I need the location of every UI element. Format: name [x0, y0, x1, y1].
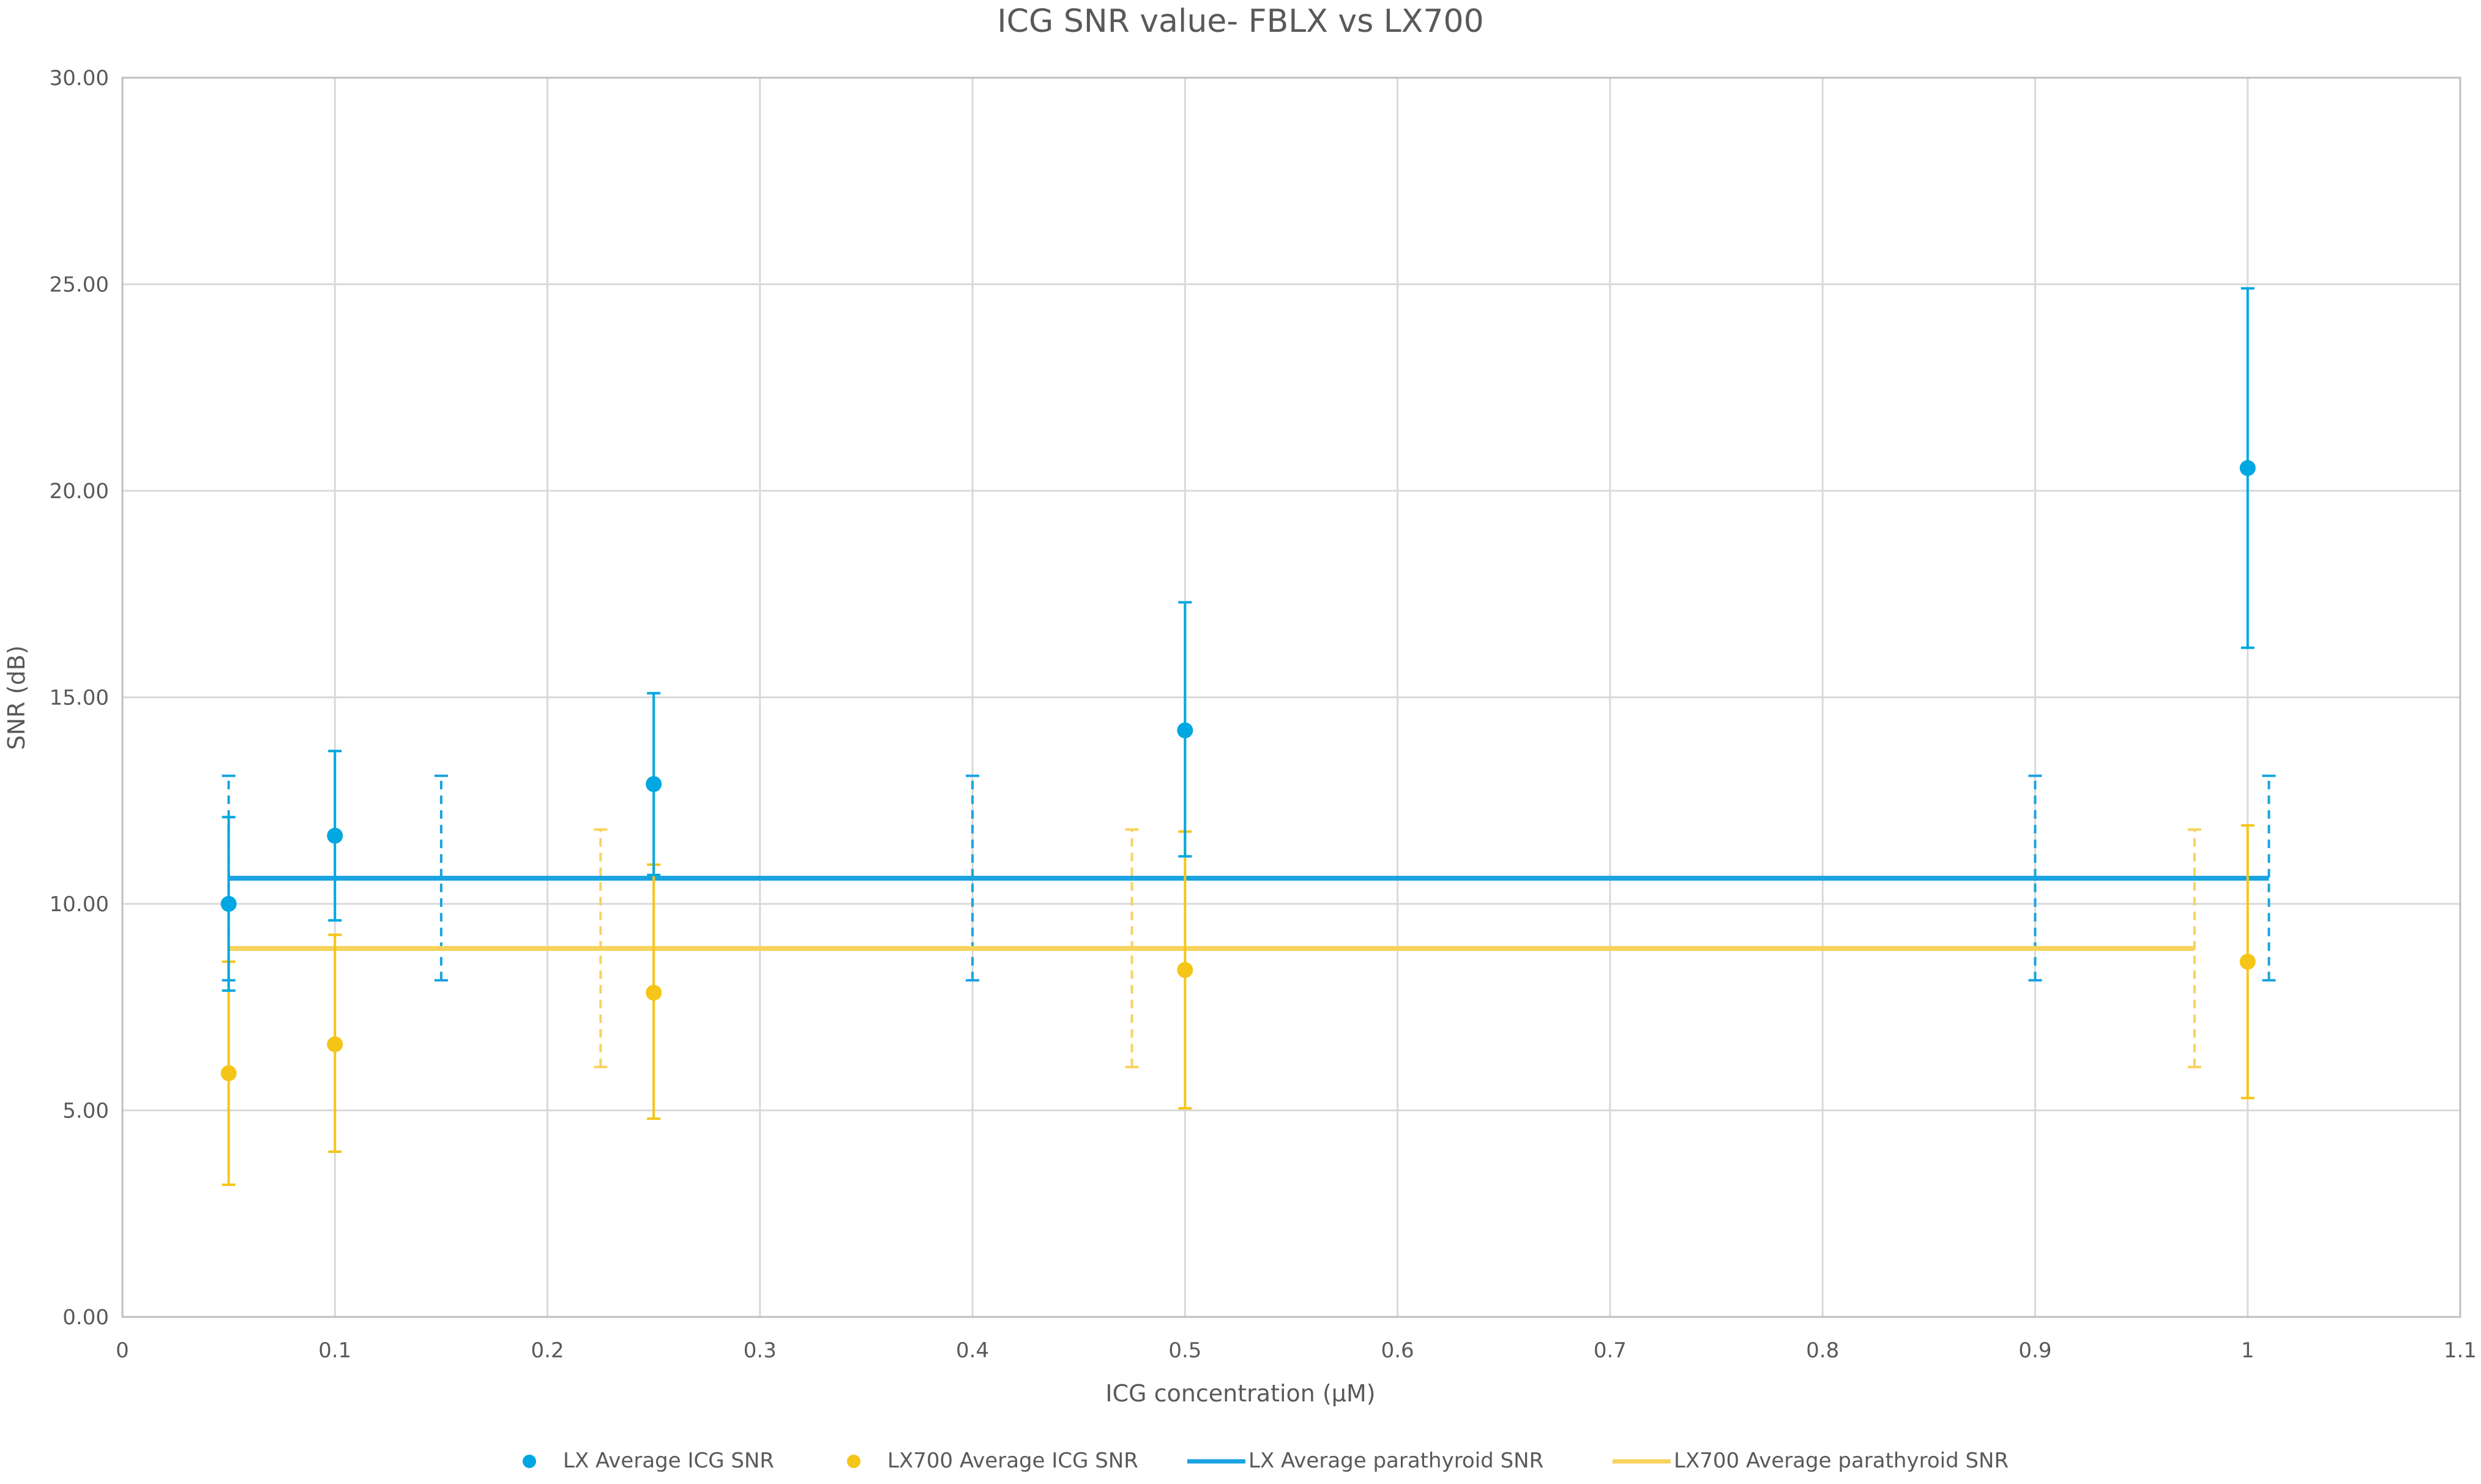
- x-tick-label: 0: [116, 1338, 129, 1363]
- y-tick-label: 25.00: [50, 273, 109, 297]
- lx-parathyroid-error-bar: [2262, 774, 2276, 982]
- lx700-icg-point: [220, 1065, 237, 1081]
- legend-marker: [847, 1455, 860, 1468]
- legend-label: LX Average parathyroid SNR: [1248, 1449, 1543, 1473]
- legend-item: LX Average ICG SNR: [523, 1449, 774, 1473]
- legend-label: LX700 Average parathyroid SNR: [1674, 1449, 2009, 1473]
- lx700-icg-point: [327, 1036, 343, 1053]
- y-axis-ticks: 0.00 5.00 10.00 15.00 20.00 25.00 30.00: [50, 66, 109, 1330]
- x-tick-label: 0.5: [1168, 1338, 1201, 1363]
- grid: [121, 76, 2461, 1318]
- legend-item: LX700 Average parathyroid SNR: [1613, 1449, 2009, 1473]
- y-tick-label: 30.00: [50, 66, 109, 91]
- legend-label: LX Average ICG SNR: [563, 1449, 774, 1473]
- x-tick-label: 1.1: [2444, 1338, 2477, 1363]
- x-tick-label: 0.4: [956, 1338, 989, 1363]
- plot-area: [220, 287, 2276, 1186]
- legend-item: LX Average parathyroid SNR: [1187, 1449, 1543, 1473]
- lx700-icg-point: [2239, 953, 2256, 970]
- y-tick-label: 15.00: [50, 686, 109, 710]
- x-tick-label: 0.2: [531, 1338, 564, 1363]
- y-tick-label: 5.00: [62, 1099, 109, 1124]
- x-tick-label: 1: [2241, 1338, 2255, 1363]
- legend-marker: [523, 1455, 536, 1468]
- y-axis-title: SNR (dB): [3, 646, 30, 750]
- y-tick-label: 0.00: [62, 1305, 109, 1330]
- x-tick-label: 0.1: [318, 1338, 351, 1363]
- x-tick-label: 0.9: [2018, 1338, 2051, 1363]
- legend: LX Average ICG SNR LX700 Average ICG SNR L…: [523, 1449, 2009, 1473]
- plot-frame: [121, 76, 2461, 1318]
- legend-label: LX700 Average ICG SNR: [887, 1449, 1138, 1473]
- x-axis-title: ICG concentration (µM): [1105, 1380, 1375, 1407]
- lx-icg-point: [220, 896, 237, 912]
- x-tick-label: 0.7: [1594, 1338, 1627, 1363]
- lx-icg-point: [1177, 722, 1193, 739]
- lx-icg-point: [646, 776, 662, 792]
- y-tick-label: 10.00: [50, 892, 109, 917]
- x-tick-label: 0.8: [1806, 1338, 1839, 1363]
- x-tick-label: 0.6: [1381, 1338, 1414, 1363]
- x-axis-ticks: 0 0.1 0.2 0.3 0.4 0.5 0.6 0.7 0.8 0.9 1 1.1: [116, 1338, 2477, 1363]
- y-tick-label: 20.00: [50, 479, 109, 504]
- x-tick-label: 0.3: [744, 1338, 777, 1363]
- lx700-icg-point: [646, 985, 662, 1001]
- lx-icg-point: [327, 827, 343, 844]
- lx700-icg-point: [1177, 962, 1193, 978]
- legend-item: LX700 Average ICG SNR: [847, 1449, 1138, 1473]
- chart-title: ICG SNR value- FBLX vs LX700: [997, 3, 1483, 40]
- lx-icg-point: [2239, 460, 2256, 476]
